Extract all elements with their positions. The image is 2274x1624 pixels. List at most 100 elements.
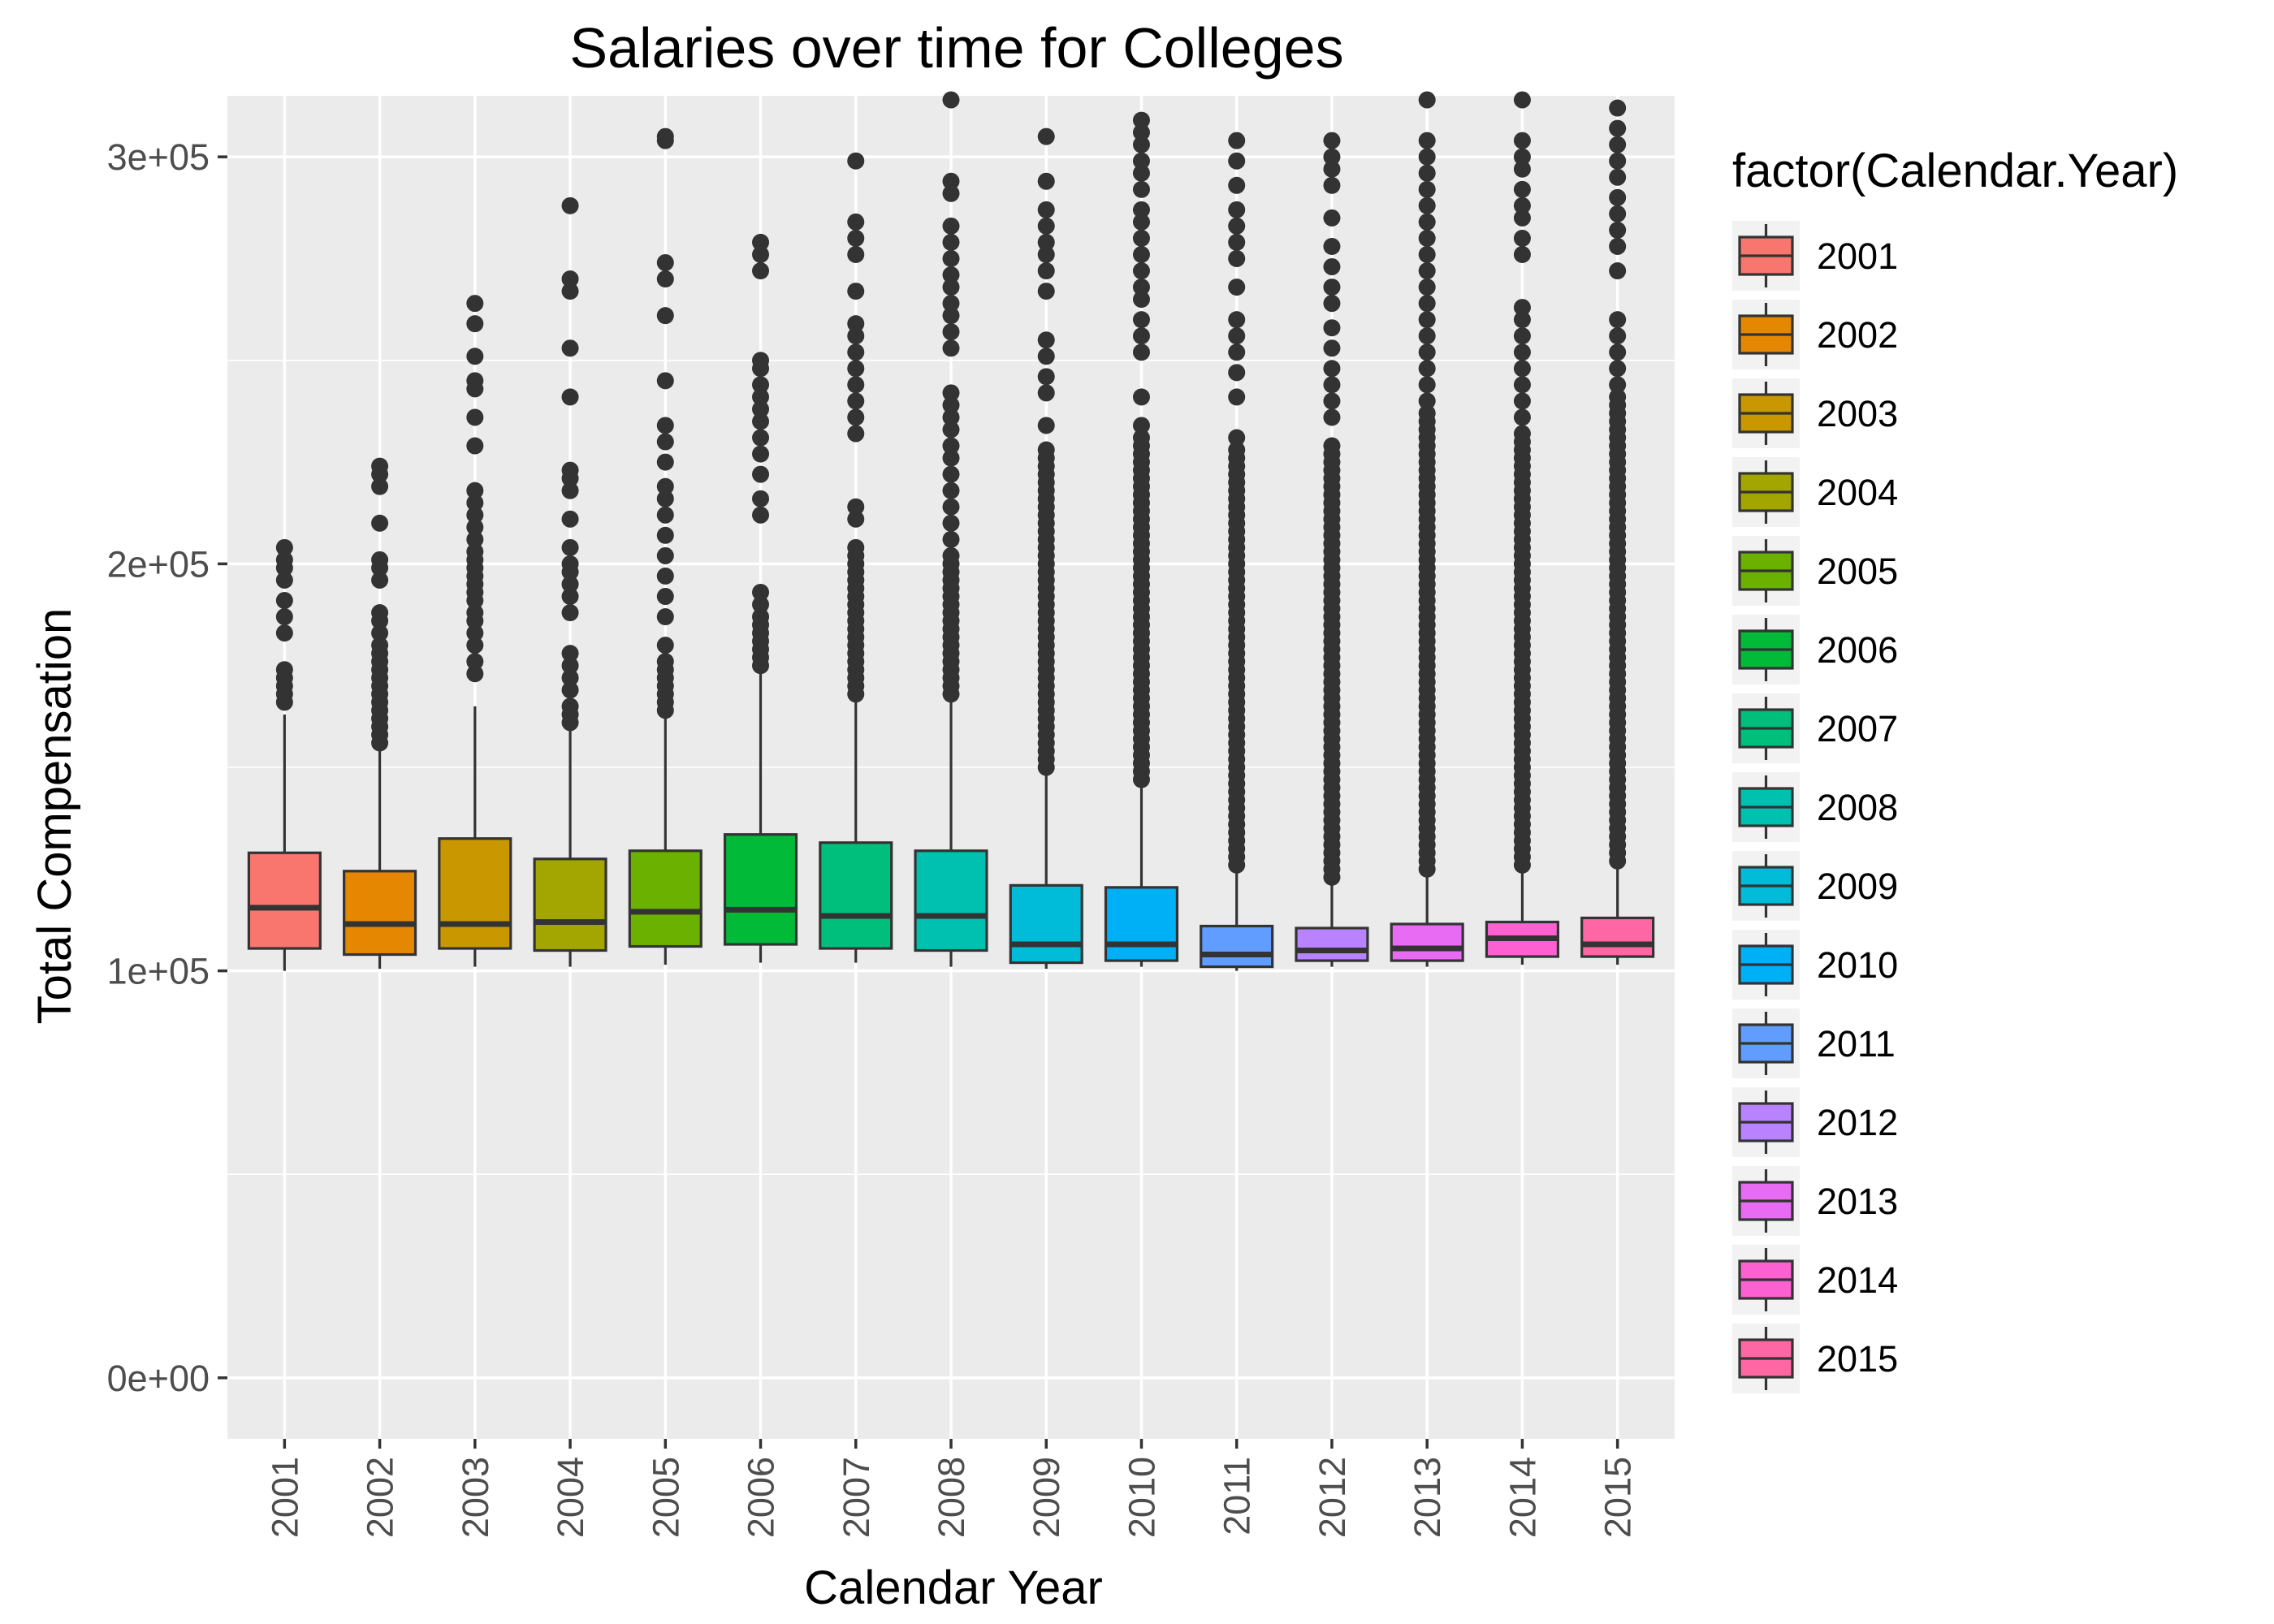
outlier-point [1609,99,1627,117]
box [1200,924,1274,969]
outlier-point [561,575,579,593]
outlier-point [1228,388,1246,406]
outlier-point [1323,437,1341,455]
outlier-point [942,530,960,548]
outlier-point [1323,295,1341,313]
outlier-point [847,538,865,556]
outlier-point [1132,429,1150,447]
outlier-point [275,551,293,568]
outlier-point [942,465,960,483]
outlier-point [466,506,484,524]
outlier-point [1513,408,1531,426]
outlier-point [561,681,579,699]
boxplot-2012 [1295,132,1369,967]
outlier-point [466,437,484,455]
outlier-point [847,213,865,231]
outlier-point [1418,180,1436,198]
outlier-point [1037,441,1055,459]
y-tick-label: 1e+05 [107,951,210,992]
outlier-point [1513,327,1531,345]
box [1390,922,1464,962]
outlier-point [1513,245,1531,263]
box [343,870,417,957]
boxplot-2004 [533,197,607,967]
boxplot-2001 [247,538,322,971]
outlier-point [561,657,579,675]
outlier-point [847,315,865,333]
outlier-point [1418,343,1436,361]
outlier-point [1037,384,1055,402]
outlier-point [371,637,389,654]
outlier-point [466,518,484,536]
outlier-point [752,245,770,263]
outlier-point [275,624,293,642]
outlier-point [656,526,674,544]
legend-label: 2007 [1817,708,1898,749]
outlier-point [1228,279,1246,296]
outlier-point [942,249,960,267]
outlier-point [1228,201,1246,218]
outlier-point [1037,348,1055,365]
boxplot-2008 [914,91,988,967]
outlier-point [656,372,674,390]
outlier-point [1609,168,1627,186]
outlier-point [1609,205,1627,222]
outlier-point [752,352,770,369]
legend-label: 2015 [1817,1338,1898,1380]
outlier-point [1609,343,1627,361]
outlier-point [1609,152,1627,170]
boxplot-2002 [343,457,417,970]
outlier-point [1513,148,1531,166]
outlier-point [1609,237,1627,255]
x-tick-label: 2004 [550,1457,591,1538]
x-tick-label: 2002 [360,1457,401,1538]
outlier-point [1418,148,1436,166]
outlier-point [1418,213,1436,231]
outlier-point [1513,229,1531,247]
outlier-point [752,412,770,430]
x-tick-label: 2013 [1407,1457,1448,1538]
legend-label: 2002 [1817,314,1898,356]
legend-label: 2001 [1817,235,1898,277]
y-tick-label: 0e+00 [107,1358,210,1399]
outlier-point [656,608,674,626]
box [1104,886,1179,962]
outlier-point [1513,180,1531,198]
outlier-point [656,490,674,508]
outlier-point [1609,376,1627,394]
outlier-point [1418,245,1436,263]
outlier-point [466,542,484,560]
outlier-point [656,453,674,471]
x-tick-label: 2015 [1597,1457,1639,1538]
outlier-point [1228,327,1246,345]
legend-label: 2011 [1817,1023,1896,1065]
outlier-point [561,587,579,605]
outlier-point [1609,262,1627,280]
outlier-point [942,184,960,202]
outlier-point [561,283,579,300]
outlier-point [275,592,293,610]
legend-item-2001: 2001 [1732,221,1898,291]
outlier-point [1228,441,1246,459]
legend-label: 2014 [1817,1259,1898,1301]
legend-item-2004: 2004 [1732,457,1898,527]
outlier-point [1132,291,1150,309]
outlier-point [561,698,579,715]
chart-title: Salaries over time for Colleges [569,16,1343,80]
boxplot-2007 [819,152,893,963]
outlier-point [1609,188,1627,206]
outlier-point [752,506,770,524]
legend-item-2005: 2005 [1732,536,1898,606]
outlier-point [942,339,960,357]
outlier-point [847,498,865,516]
outlier-point [1323,319,1341,337]
outlier-point [1513,311,1531,329]
outlier-point [561,510,579,528]
x-tick-label: 2006 [741,1457,782,1538]
outlier-point [561,645,579,663]
box [438,837,512,950]
outlier-point [466,653,484,671]
outlier-point [561,538,579,556]
outlier-point [1609,136,1627,153]
outlier-point [752,262,770,280]
